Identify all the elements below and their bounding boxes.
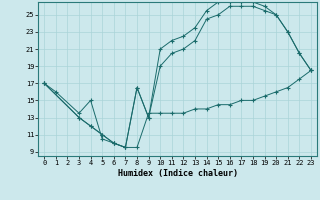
X-axis label: Humidex (Indice chaleur): Humidex (Indice chaleur) (118, 169, 238, 178)
